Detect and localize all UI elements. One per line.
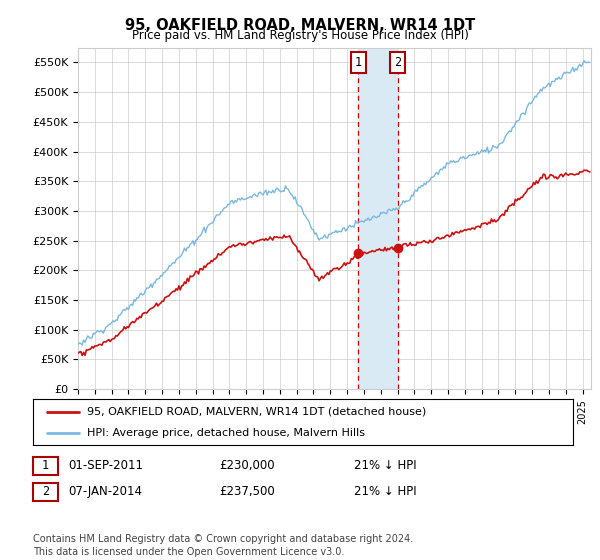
Text: Contains HM Land Registry data © Crown copyright and database right 2024.
This d: Contains HM Land Registry data © Crown c… xyxy=(33,534,413,557)
Text: £230,000: £230,000 xyxy=(219,459,275,473)
Bar xyxy=(358,48,398,389)
Text: 2: 2 xyxy=(394,56,401,69)
Text: £237,500: £237,500 xyxy=(219,485,275,498)
Text: 1: 1 xyxy=(355,56,362,69)
Text: 2: 2 xyxy=(42,485,49,498)
Text: 07-JAN-2014: 07-JAN-2014 xyxy=(68,485,142,498)
Text: 21% ↓ HPI: 21% ↓ HPI xyxy=(354,485,416,498)
Text: 1: 1 xyxy=(42,459,49,473)
Text: HPI: Average price, detached house, Malvern Hills: HPI: Average price, detached house, Malv… xyxy=(87,428,365,438)
Text: 95, OAKFIELD ROAD, MALVERN, WR14 1DT: 95, OAKFIELD ROAD, MALVERN, WR14 1DT xyxy=(125,18,475,33)
Text: Price paid vs. HM Land Registry's House Price Index (HPI): Price paid vs. HM Land Registry's House … xyxy=(131,29,469,42)
Text: 21% ↓ HPI: 21% ↓ HPI xyxy=(354,459,416,473)
Text: 95, OAKFIELD ROAD, MALVERN, WR14 1DT (detached house): 95, OAKFIELD ROAD, MALVERN, WR14 1DT (de… xyxy=(87,407,426,417)
Text: 01-SEP-2011: 01-SEP-2011 xyxy=(68,459,143,473)
